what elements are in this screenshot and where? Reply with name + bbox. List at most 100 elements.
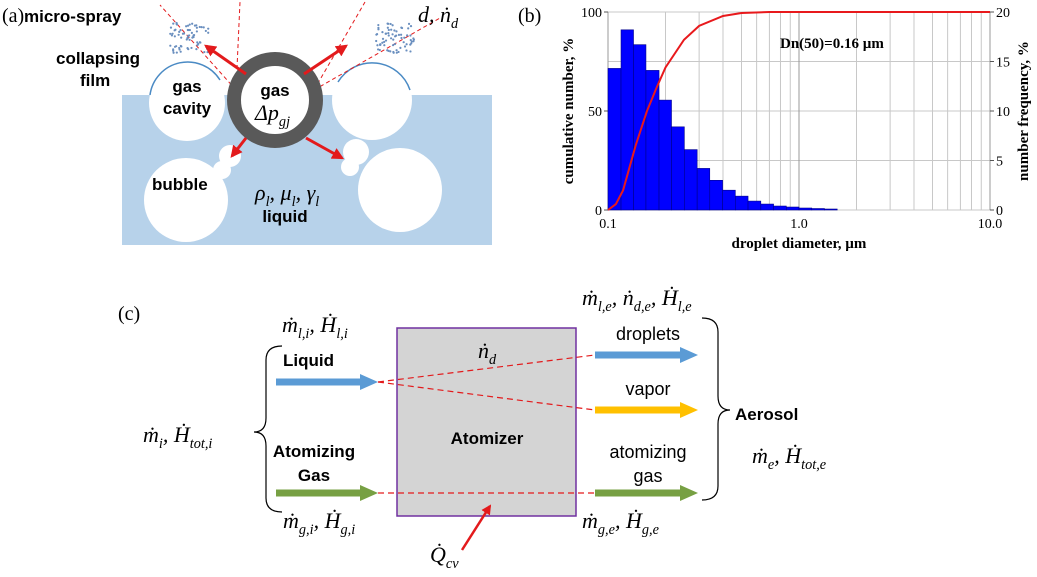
y2-tick-label: 5 (996, 155, 1003, 170)
label: Aerosol (735, 405, 798, 424)
arrow (304, 46, 346, 74)
spray-dot (393, 29, 395, 31)
bar (646, 70, 659, 210)
label: collapsing (56, 49, 140, 68)
spray-dot (393, 52, 395, 54)
spray-dot (403, 37, 405, 39)
spray-dot (206, 51, 208, 53)
math-text: d, ṅ (418, 2, 451, 27)
math-text: , Ḣ (651, 285, 679, 310)
label: gas (172, 77, 201, 96)
spray-dot (179, 29, 181, 31)
label: Atomizer (451, 429, 524, 448)
spray-dot (382, 38, 384, 40)
panel-label: (b) (518, 5, 541, 27)
spray-dot (390, 37, 392, 39)
math-text: Δp (254, 100, 279, 125)
spray-dot (392, 24, 394, 26)
spray-dot (199, 41, 201, 43)
math-sub: l,e (598, 299, 613, 315)
spray-dot (376, 44, 378, 46)
y2-tick-label: 0 (996, 204, 1003, 219)
spray-dot (400, 37, 402, 39)
spray-dot (412, 37, 414, 39)
spray-dot (207, 32, 209, 34)
spray-dot (389, 50, 391, 52)
spray-dot (412, 40, 414, 42)
spray-dot (404, 45, 406, 47)
math-sub: l,i (298, 326, 310, 342)
math-text: , ṅ (612, 285, 634, 310)
spray-dot (390, 23, 392, 25)
math-text: , Ḣ (163, 422, 191, 447)
spray-dot (387, 32, 389, 34)
panel-a: (a) micro-spray collapsing film gas cavi… (2, 2, 492, 245)
math: ṁi, Ḣtot,i (143, 422, 212, 452)
annotation: Dn(50)=0.16 µm (780, 36, 884, 52)
spray-dot (392, 44, 394, 46)
bar (684, 150, 697, 210)
panel-label: (a) (2, 5, 24, 27)
spray-dot (397, 51, 399, 53)
x-tick-label: 10.0 (978, 217, 1003, 232)
spray-dot (391, 33, 393, 35)
spray-dot (387, 27, 389, 29)
spray-dot (387, 23, 389, 25)
spray-dot (201, 26, 203, 28)
spray-dot (174, 35, 176, 37)
spray-dot (172, 50, 174, 52)
math-sub: d,e (634, 299, 652, 315)
math-sub: g,i (340, 522, 355, 538)
bubble (213, 161, 231, 179)
spray-dot (401, 27, 403, 29)
spray-dot (195, 48, 197, 50)
spray-dot (400, 34, 402, 36)
spray-dot (188, 34, 190, 36)
spray-dot (385, 32, 387, 34)
math-text: ρ (254, 180, 266, 205)
panel-b: (b) 0.11.010.005010005101520Dn(50)=0.16 … (518, 5, 1032, 252)
spray-dot (185, 25, 187, 27)
spray-dot (191, 32, 193, 34)
label: Atomizing (273, 442, 355, 461)
bar (723, 190, 736, 210)
spray-dot (377, 24, 379, 26)
spray-dot (406, 43, 408, 45)
math-sub: g,e (598, 522, 616, 538)
math-sub: l (315, 194, 319, 210)
spray-dot (188, 29, 190, 31)
spray-dot (375, 34, 377, 36)
spray-dot (197, 43, 199, 45)
label: micro-spray (24, 7, 122, 26)
math-text: ṁ (752, 443, 768, 468)
math-text: , Ḣ (615, 508, 643, 533)
y2-tick-label: 20 (996, 6, 1010, 21)
arrowhead (360, 485, 378, 501)
spray-dot (180, 51, 182, 53)
y-tick-label: 100 (581, 6, 602, 21)
math-text: ṁ (282, 312, 298, 337)
spray-dot (182, 33, 184, 35)
spray-dot (199, 26, 201, 28)
bar (748, 201, 761, 210)
spray-dot (169, 45, 171, 47)
spray-dot (192, 36, 194, 38)
spray-dot (405, 49, 407, 51)
spray-dot (379, 49, 381, 51)
spray-dot (407, 27, 409, 29)
label: bubble (152, 175, 208, 194)
spray-dot (406, 34, 408, 36)
spray-dot (170, 27, 172, 29)
spray-dot (187, 48, 189, 50)
label: Gas (298, 466, 330, 485)
spray-dot (409, 50, 411, 52)
spray-dot (180, 45, 182, 47)
math-text: ṁ (283, 508, 299, 533)
spray-dot (408, 23, 410, 25)
spray-dot (390, 29, 392, 31)
bar (621, 30, 633, 210)
panel-label: (c) (118, 303, 140, 325)
label: atomizing (609, 442, 686, 462)
math: ṁg,i, Ḣg,i (283, 508, 355, 538)
spray-dot (375, 40, 377, 42)
